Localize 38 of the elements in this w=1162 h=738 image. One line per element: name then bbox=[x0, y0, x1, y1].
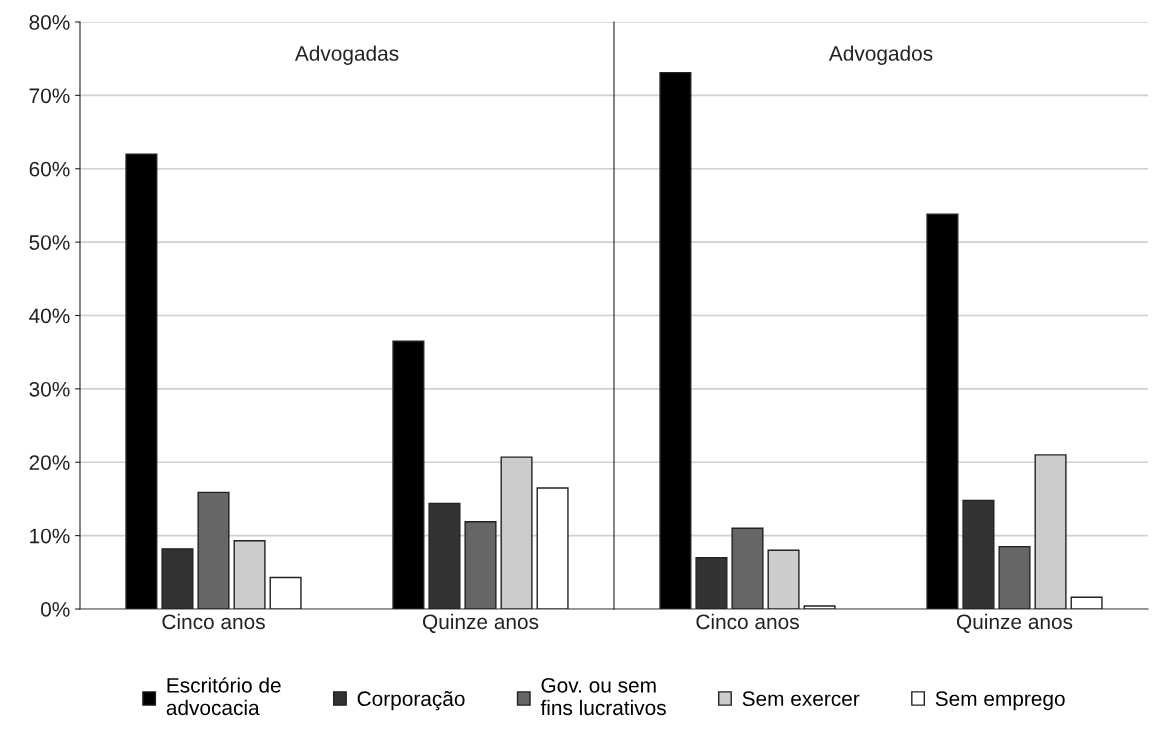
y-tick-label: 30% bbox=[29, 381, 70, 397]
y-tick-label: 0% bbox=[40, 602, 70, 617]
y-tick-label: 80% bbox=[29, 15, 70, 30]
bar bbox=[125, 153, 158, 609]
y-tick-label: 50% bbox=[29, 235, 70, 250]
bar bbox=[233, 540, 266, 609]
legend-label: Sem emprego bbox=[935, 691, 1065, 711]
bar bbox=[161, 548, 194, 609]
bar bbox=[803, 605, 836, 609]
legend-label: Corporação bbox=[357, 690, 465, 711]
bar bbox=[197, 491, 230, 609]
bar bbox=[695, 556, 728, 609]
legend-label: Sem exercer bbox=[742, 691, 860, 707]
text: Advogados bbox=[828, 45, 933, 65]
bar bbox=[998, 545, 1031, 609]
text: Advogadas bbox=[294, 45, 399, 65]
y-tick-label: 40% bbox=[29, 308, 70, 324]
y-tick-label: 10% bbox=[30, 528, 70, 544]
bar bbox=[428, 502, 461, 609]
y-tick-label: 60% bbox=[29, 161, 70, 177]
bar bbox=[536, 487, 569, 609]
bar bbox=[1070, 596, 1103, 609]
bar bbox=[731, 527, 764, 609]
bar bbox=[962, 499, 995, 609]
y-tick-label: 20% bbox=[29, 455, 70, 470]
x-tick-label: Cinco anos bbox=[162, 613, 265, 630]
legend-label: Gov. ou sem fins lucrativos bbox=[540, 677, 666, 716]
x-tick-label: Cinco anos bbox=[696, 613, 799, 630]
y-tick-label: 70% bbox=[29, 88, 70, 104]
bar bbox=[926, 213, 959, 609]
bar bbox=[659, 71, 692, 609]
bar bbox=[269, 576, 302, 609]
bar bbox=[464, 520, 497, 609]
bar bbox=[392, 340, 425, 609]
x-tick-label: Quinze anos bbox=[423, 613, 539, 633]
x-tick-label: Quinze anos bbox=[957, 613, 1073, 633]
legend-label: Escritório de advocacia bbox=[166, 677, 281, 716]
bar bbox=[767, 549, 800, 609]
